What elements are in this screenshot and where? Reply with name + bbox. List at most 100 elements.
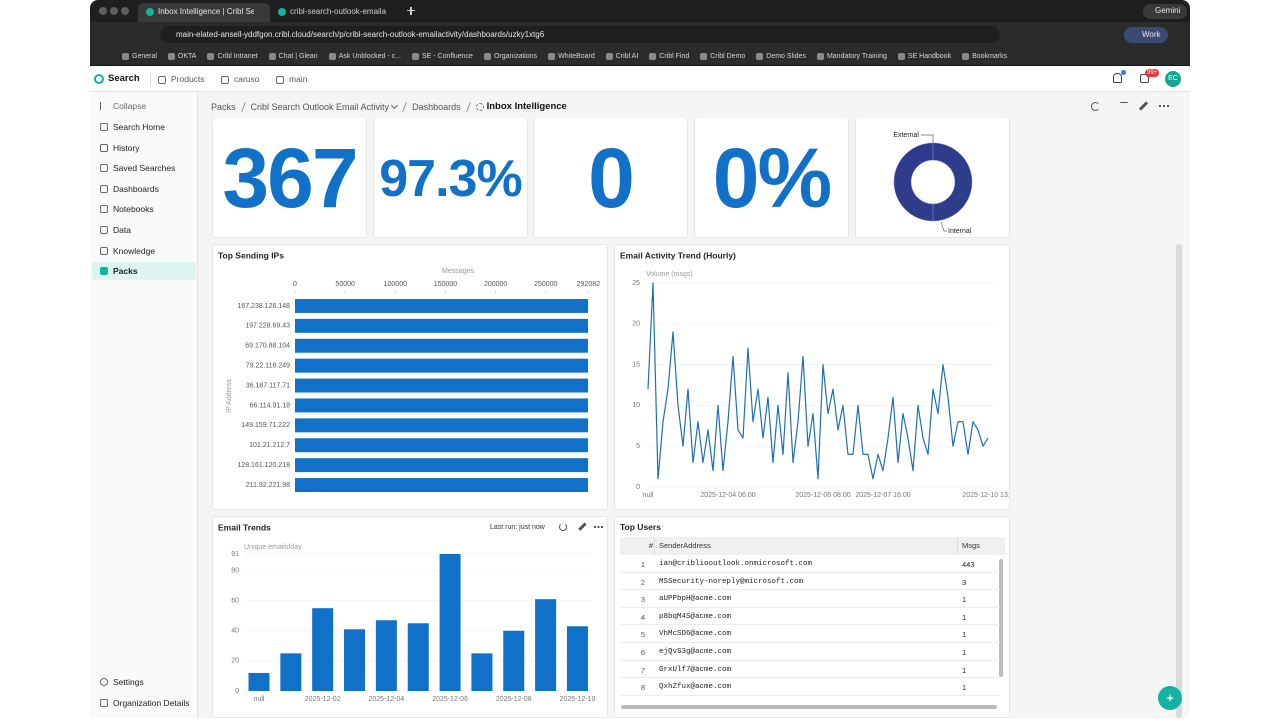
y-tick-label: 25 (632, 280, 640, 287)
bookmark[interactable]: Cribl Demo (700, 50, 745, 62)
nav-item[interactable]: Dashboards (92, 180, 196, 198)
nav-item[interactable]: Notebooks (92, 200, 196, 218)
notifications[interactable] (1113, 73, 1122, 83)
stat-value: 97.3% (379, 150, 522, 208)
window-zoom[interactable] (121, 7, 129, 15)
bookmark[interactable]: WhiteBoard (548, 50, 595, 62)
gear-icon (475, 102, 484, 111)
stat-tile: 97.3% (373, 118, 528, 238)
bookmark[interactable]: Ask Unblocked - c... (328, 50, 401, 62)
bar (295, 298, 588, 313)
bookmark[interactable]: Mandatory Training (816, 50, 887, 62)
breadcrumb: Packs Cribl Search Outlook Email Activit… (211, 101, 567, 112)
refresh[interactable] (1091, 102, 1100, 111)
window-minimize[interactable] (110, 7, 118, 15)
bookmark-icon (268, 52, 276, 60)
bookmark[interactable]: Cribl Find (649, 50, 689, 62)
table-row[interactable]: 6 ejQvS3g@acme.com 1 (620, 643, 1000, 661)
nav-item[interactable]: Organization Details (92, 694, 196, 712)
tab[interactable]: cribl-search-outlook-emailac (272, 3, 400, 22)
table-row[interactable]: 3 aUPPbpH@acme.com 1 (620, 590, 1000, 608)
bookmark[interactable]: General (122, 50, 157, 62)
column-header[interactable]: SenderAddress (659, 541, 711, 550)
crumb[interactable]: Packs (211, 101, 236, 112)
table-row[interactable]: 1 ian@cribliooutlook.onmicrosoft.com 443 (620, 555, 1000, 573)
table-row[interactable]: 8 QxhZfux@acme.com 1 (620, 678, 1000, 696)
cell: 7 (640, 665, 645, 675)
nav-icon (100, 164, 108, 173)
stat-tile: 0 (533, 118, 688, 238)
nav-item[interactable]: History (92, 139, 196, 157)
bar (295, 458, 588, 473)
nav-item[interactable]: Search Home (92, 118, 196, 136)
nav-item[interactable]: Saved Searches (92, 159, 196, 177)
page-scrollbar[interactable] (1176, 244, 1182, 718)
bookmark[interactable]: SE - Confluence (411, 50, 473, 62)
x-tick-label: 2025-12-08 (496, 696, 532, 703)
bookmark[interactable]: Chat | Glean (268, 50, 318, 62)
scrollbar[interactable] (999, 559, 1003, 677)
gemini-button[interactable]: Gemini (1143, 4, 1187, 19)
table-panel: Top Users # SenderAddress Msgs 1 ian@crib… (614, 516, 1010, 718)
axis-label: Unique emails/day (244, 544, 302, 551)
collapse[interactable]: Collapse (92, 97, 196, 115)
bookmarks: General OKTA Cribl Intranet Chat | Glean Ask… (122, 50, 1007, 62)
cell: GrxUlf7@acme.com (659, 665, 732, 674)
chevron[interactable] (391, 101, 399, 109)
bookmark[interactable]: Cribl AI (605, 50, 638, 62)
url: main-elated-ansell-yddfgon.cribl.cloud/s… (176, 29, 545, 39)
bookmark[interactable]: SE Handbook (897, 50, 951, 62)
more[interactable] (594, 526, 596, 528)
cell: 1 (962, 665, 967, 675)
column-header[interactable]: # (648, 541, 653, 550)
products-menu[interactable]: Products (158, 74, 205, 84)
table-row[interactable]: 7 GrxUlf7@acme.com 1 (620, 661, 1000, 679)
nav-item[interactable]: Knowledge (92, 242, 196, 260)
crumb[interactable]: Dashboards (412, 101, 461, 112)
scrollbar[interactable] (621, 705, 997, 709)
bookmark-icon (756, 52, 764, 60)
nav-icon (100, 184, 108, 193)
x-tick-label: 2025-12-02 (305, 696, 341, 703)
bookmark[interactable]: Bookmarks (962, 50, 1007, 62)
assistant-button[interactable] (1158, 686, 1182, 710)
nav-item[interactable]: Packs (92, 262, 196, 281)
x-tick-label: 2025-12-07 16:00 (855, 492, 910, 499)
url-field[interactable] (160, 26, 1000, 43)
nav-label: Data (113, 224, 131, 235)
bar (295, 378, 588, 393)
x-tick-label: 2025-12-06 (432, 696, 468, 703)
slice-label: Internal (948, 228, 972, 235)
table-row[interactable]: 5 VhMcSD6@acme.com 1 (620, 625, 1000, 643)
table-row[interactable]: 2 MSSecurity-noreply@microsoft.com 3 (620, 573, 1000, 591)
bookmark[interactable]: Cribl Intranet (207, 50, 258, 62)
bookmark-icon (816, 52, 824, 60)
more[interactable] (1159, 105, 1161, 107)
y-tick-label: 149.159.71.222 (241, 422, 290, 429)
bookmark-icon (411, 52, 419, 60)
messages[interactable] (1140, 74, 1149, 83)
profile[interactable]: Work (1124, 27, 1168, 43)
y-tick-label: 211.92.221.98 (246, 482, 290, 489)
bookmark[interactable]: Organizations (483, 50, 537, 62)
nav-item[interactable]: Data (92, 221, 196, 239)
crumb[interactable]: Cribl Search Outlook Email Activity (250, 101, 390, 112)
bookmark[interactable]: Demo Slides (756, 50, 806, 62)
column-header[interactable]: Msgs (962, 541, 980, 550)
worker-group-menu[interactable]: main (276, 74, 307, 84)
nav-label: Knowledge (113, 245, 156, 256)
stat-value: 0 (588, 131, 635, 225)
avatar[interactable]: EC (1165, 71, 1181, 87)
bookmark-icon (548, 52, 556, 60)
column-divider (654, 537, 655, 555)
workspace-menu[interactable]: caruso (221, 74, 260, 84)
slice-label: External (893, 132, 919, 139)
tab[interactable]: Inbox Intelligence | Cribl Sea (138, 3, 270, 22)
bookmark[interactable]: OKTA (167, 50, 196, 62)
table-row[interactable]: 4 p8bqM4S@acme.com 1 (620, 608, 1000, 626)
nav-item[interactable]: Settings (92, 673, 196, 691)
refresh[interactable] (559, 523, 567, 531)
axis-label: IP Address (226, 379, 233, 413)
product-name[interactable]: Search (108, 73, 140, 84)
window-close[interactable] (99, 7, 107, 15)
